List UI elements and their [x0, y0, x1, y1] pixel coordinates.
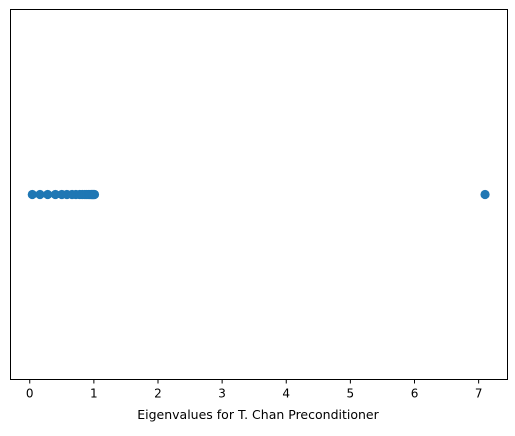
x-tick-label: 0 — [26, 387, 34, 401]
x-tick-label: 5 — [347, 387, 355, 401]
x-tick-label: 3 — [218, 387, 226, 401]
x-tick-label: 1 — [90, 387, 98, 401]
x-tick-label: 2 — [154, 387, 162, 401]
data-point — [35, 189, 45, 200]
points-layer — [27, 189, 490, 200]
data-point — [89, 189, 100, 200]
x-axis-ticks: 0 1 2 3 4 5 6 7 — [26, 379, 483, 401]
data-point — [480, 189, 490, 200]
x-tick-label: 7 — [475, 387, 483, 401]
data-point — [50, 189, 60, 200]
x-axis-label: Eigenvalues for T. Chan Preconditioner — [137, 407, 379, 422]
data-point — [27, 189, 37, 200]
x-tick-label: 6 — [411, 387, 419, 401]
data-point — [43, 189, 53, 200]
x-tick-label: 4 — [282, 387, 290, 401]
plot-frame — [10, 9, 508, 380]
